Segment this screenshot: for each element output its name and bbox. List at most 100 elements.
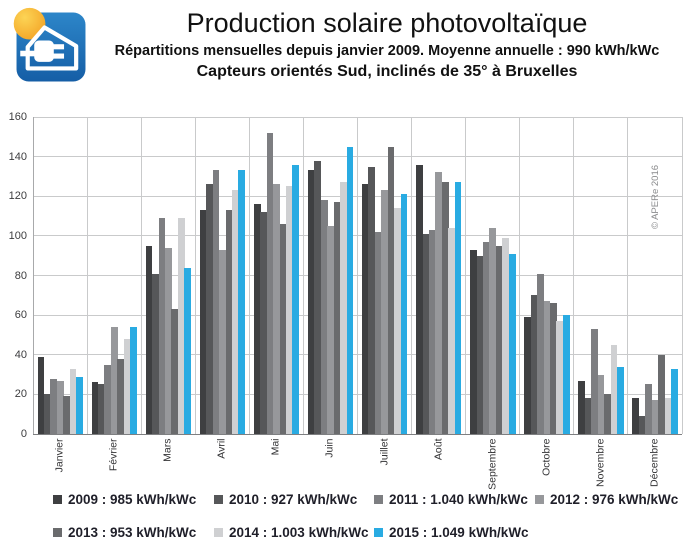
gridline-vertical [681,117,683,434]
legend-marker-2011 [374,495,383,504]
bar-2014-juin [340,182,347,434]
bar-2011-septembre [483,241,490,434]
x-axis-label-mai: Mai [269,438,282,456]
bar-2010-mars [152,273,159,434]
y-axis-tick-label: 100 [8,229,27,242]
bar-2012-juillet [381,190,389,434]
bar-2013-avril [225,210,233,434]
page-title: Production solaire photovoltaïque [186,8,588,38]
bar-2011-janvier [50,378,58,434]
copyright-watermark: © APERe 2016 [650,164,661,230]
bar-2013-février [117,358,125,434]
legend-item-2010: 2010 : 927 kWh/kWc [214,492,357,508]
gridline-vertical [86,117,88,434]
bar-2015-septembre [508,253,516,434]
bar-2013-décembre [658,354,665,434]
legend-marker-2009 [53,495,62,504]
bar-2010-janvier [43,394,51,434]
legend-label-2012: 2012 : 976 kWh/kWc [550,492,679,507]
bar-2013-mai [279,223,287,434]
bar-2009-août [416,164,423,434]
bar-2015-avril [238,170,246,434]
bar-2013-janvier [63,396,70,434]
bar-2011-décembre [645,384,653,434]
bar-2012-janvier [56,380,64,434]
legend-label-2011: 2011 : 1.040 kWh/kWc [389,492,528,507]
legend-label-2015: 2015 : 1.049 kWh/kWc [389,525,529,540]
x-axis-label-juillet: Juillet [378,438,391,466]
y-axis-tick-label: 160 [8,111,27,123]
bar-2012-août [435,172,443,434]
bar-2009-avril [199,210,207,434]
bar-2010-novembre [584,398,592,434]
x-axis-label-septembre: Septembre [486,438,499,490]
solar-house-plug-logo [13,7,86,82]
x-axis-label-janvier: Janvier [53,438,66,473]
bar-2012-novembre [597,374,605,434]
bar-2009-juillet [362,184,369,434]
bar-2012-mai [273,184,280,434]
bar-2015-février [130,327,137,434]
bar-2015-juin [346,146,354,434]
bar-2014-novembre [610,344,618,434]
bar-2011-juillet [374,231,382,434]
bar-2009-mai [253,204,261,434]
bar-2009-septembre [470,249,477,434]
bar-2014-décembre [664,398,672,434]
x-axis-label-mars: Mars [161,438,174,462]
bar-2014-février [123,338,131,434]
bar-2014-mai [286,186,293,434]
bar-2013-juillet [387,146,395,434]
bar-2009-octobre [524,317,531,434]
bar-2013-octobre [550,303,557,434]
y-axis-tick-label: 120 [8,190,27,203]
bar-2013-novembre [604,394,611,434]
bar-2011-mars [158,218,166,434]
legend-marker-2013 [53,528,62,537]
gridline-vertical [302,117,304,434]
legend-item-2013: 2013 : 953 kWh/kWc [53,525,196,541]
bar-2011-août [428,229,436,434]
legend-marker-2015 [374,528,383,537]
legend-marker-2012 [535,495,544,504]
bar-2012-mars [164,247,172,434]
sun-icon [13,7,46,40]
gridline-vertical [357,117,358,434]
bar-2012-septembre [489,227,497,434]
bar-2014-octobre [556,321,564,434]
bar-2014-juillet [394,208,401,434]
x-axis-label-novembre: Novembre [594,438,607,487]
bar-2012-février [110,327,118,434]
bar-2015-mars [184,267,192,434]
bar-2015-juillet [400,194,408,434]
legend-item-2011: 2011 : 1.040 kWh/kWc [374,492,528,508]
bar-2012-avril [219,249,226,434]
bar-2009-juin [307,170,315,434]
bar-2015-octobre [562,315,570,434]
y-axis-tick-label: 20 [14,388,27,401]
bar-2009-mars [145,245,153,434]
bar-2010-juin [314,160,322,434]
y-axis-tick-label: 80 [14,269,27,282]
bar-2013-mars [171,309,179,434]
y-axis-line [33,117,34,434]
bar-2010-juillet [368,166,376,434]
gridline-vertical [411,117,413,434]
legend-item-2012: 2012 : 976 kWh/kWc [535,492,678,508]
x-axis-label-juin: Juin [323,438,336,458]
bar-2015-janvier [76,376,83,434]
bar-2013-septembre [495,245,503,434]
x-axis-label-février: Février [107,438,120,472]
bar-2015-mai [292,164,300,434]
bar-2014-août [448,227,456,434]
legend-marker-2014 [214,528,223,537]
bar-2014-avril [231,190,239,434]
bar-2012-décembre [651,400,659,434]
bar-2011-novembre [591,328,598,434]
bar-2012-octobre [543,301,551,434]
gridline-vertical [519,117,521,434]
subtitle-monthly: Répartitions mensuelles depuis janvier 2… [114,43,660,59]
bar-2011-avril [212,170,220,434]
